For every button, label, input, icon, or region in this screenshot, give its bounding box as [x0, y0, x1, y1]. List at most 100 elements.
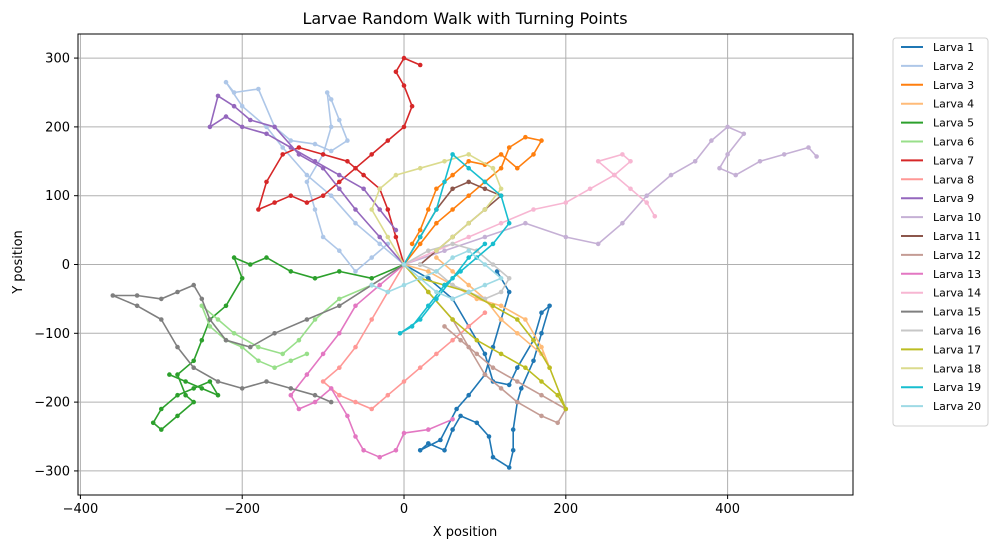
legend-label: Larva 9 — [933, 192, 974, 205]
turning-point — [248, 344, 253, 350]
turning-point — [328, 399, 334, 405]
turning-point — [369, 282, 375, 288]
turning-point — [426, 248, 431, 253]
turning-point — [353, 434, 358, 439]
turning-point — [312, 207, 318, 212]
turning-point — [450, 152, 455, 157]
turning-point — [248, 262, 253, 267]
turning-point — [385, 138, 391, 143]
legend-item: Larva 7 — [901, 154, 974, 167]
turning-point — [490, 241, 496, 247]
turning-point — [417, 365, 423, 371]
turning-point — [498, 276, 504, 281]
turning-point — [515, 317, 520, 322]
legend-item: Larva 8 — [901, 173, 974, 186]
series-group — [110, 55, 819, 470]
turning-point — [539, 344, 544, 350]
turning-point — [417, 234, 423, 240]
turning-point — [417, 227, 423, 233]
turning-point — [401, 379, 407, 384]
turning-point — [110, 293, 116, 298]
turning-point — [409, 103, 415, 109]
turning-point — [223, 303, 229, 309]
turning-point — [595, 159, 601, 164]
turning-point — [531, 152, 536, 157]
y-tick-label: 200 — [45, 120, 70, 135]
legend-label: Larva 20 — [933, 400, 981, 413]
turning-point — [466, 255, 472, 260]
turning-point — [628, 186, 633, 192]
turning-point — [409, 241, 415, 247]
legend-item: Larva 9 — [901, 192, 974, 205]
turning-point — [466, 159, 472, 164]
turning-point — [353, 269, 358, 274]
x-tick-label: 0 — [400, 502, 408, 517]
turning-point — [628, 159, 633, 164]
legend-label: Larva 19 — [933, 381, 981, 394]
turning-point — [644, 193, 649, 198]
turning-point — [725, 152, 730, 157]
turning-point — [523, 317, 528, 322]
turning-point — [207, 317, 213, 322]
turning-point — [652, 214, 658, 219]
turning-point — [175, 392, 180, 398]
legend-item: Larva 11 — [901, 230, 981, 243]
turning-point — [304, 179, 310, 185]
turning-point — [498, 186, 504, 192]
turning-point — [231, 331, 237, 336]
turning-point — [328, 193, 334, 198]
turning-point — [539, 310, 544, 316]
legend-item: Larva 20 — [901, 400, 981, 413]
turning-point — [401, 430, 407, 436]
turning-point — [328, 124, 334, 130]
turning-point — [328, 148, 334, 154]
turning-point — [409, 324, 415, 329]
turning-point — [150, 420, 156, 426]
turning-point — [385, 234, 391, 240]
turning-point — [207, 124, 213, 130]
turning-point — [668, 172, 674, 178]
turning-point — [393, 448, 399, 453]
turning-point — [510, 427, 516, 432]
turning-point — [450, 241, 455, 247]
turning-point — [337, 365, 342, 371]
turning-point — [256, 358, 261, 364]
series-9 — [207, 93, 407, 267]
turning-point — [498, 351, 504, 357]
turning-point — [296, 152, 302, 157]
turning-point — [434, 220, 439, 226]
turning-point — [620, 220, 625, 226]
turning-point — [385, 392, 391, 398]
turning-point — [159, 427, 164, 432]
y-tick-label: 0 — [62, 258, 70, 273]
turning-point — [377, 454, 383, 460]
series-2 — [223, 79, 407, 274]
turning-point — [393, 69, 399, 75]
turning-point — [417, 448, 423, 453]
turning-point — [393, 172, 399, 178]
turning-point — [288, 392, 294, 398]
turning-point — [239, 124, 245, 130]
turning-point — [312, 276, 318, 281]
turning-point — [385, 289, 391, 295]
turning-point — [506, 289, 512, 295]
turning-point — [531, 207, 536, 212]
turning-point — [442, 448, 447, 453]
turning-point — [377, 234, 383, 240]
turning-point — [498, 303, 504, 309]
turning-point — [239, 386, 245, 391]
turning-point — [547, 365, 552, 371]
turning-point — [434, 248, 439, 253]
turning-point — [369, 255, 375, 260]
turning-point — [482, 351, 488, 357]
turning-point — [426, 207, 431, 212]
turning-point — [506, 220, 512, 226]
turning-point — [482, 207, 488, 212]
turning-point — [264, 179, 269, 185]
turning-point — [417, 165, 423, 171]
turning-point — [426, 289, 431, 295]
series-line — [403, 263, 567, 424]
turning-point — [324, 90, 330, 95]
turning-point — [377, 282, 383, 288]
turning-point — [264, 379, 269, 384]
